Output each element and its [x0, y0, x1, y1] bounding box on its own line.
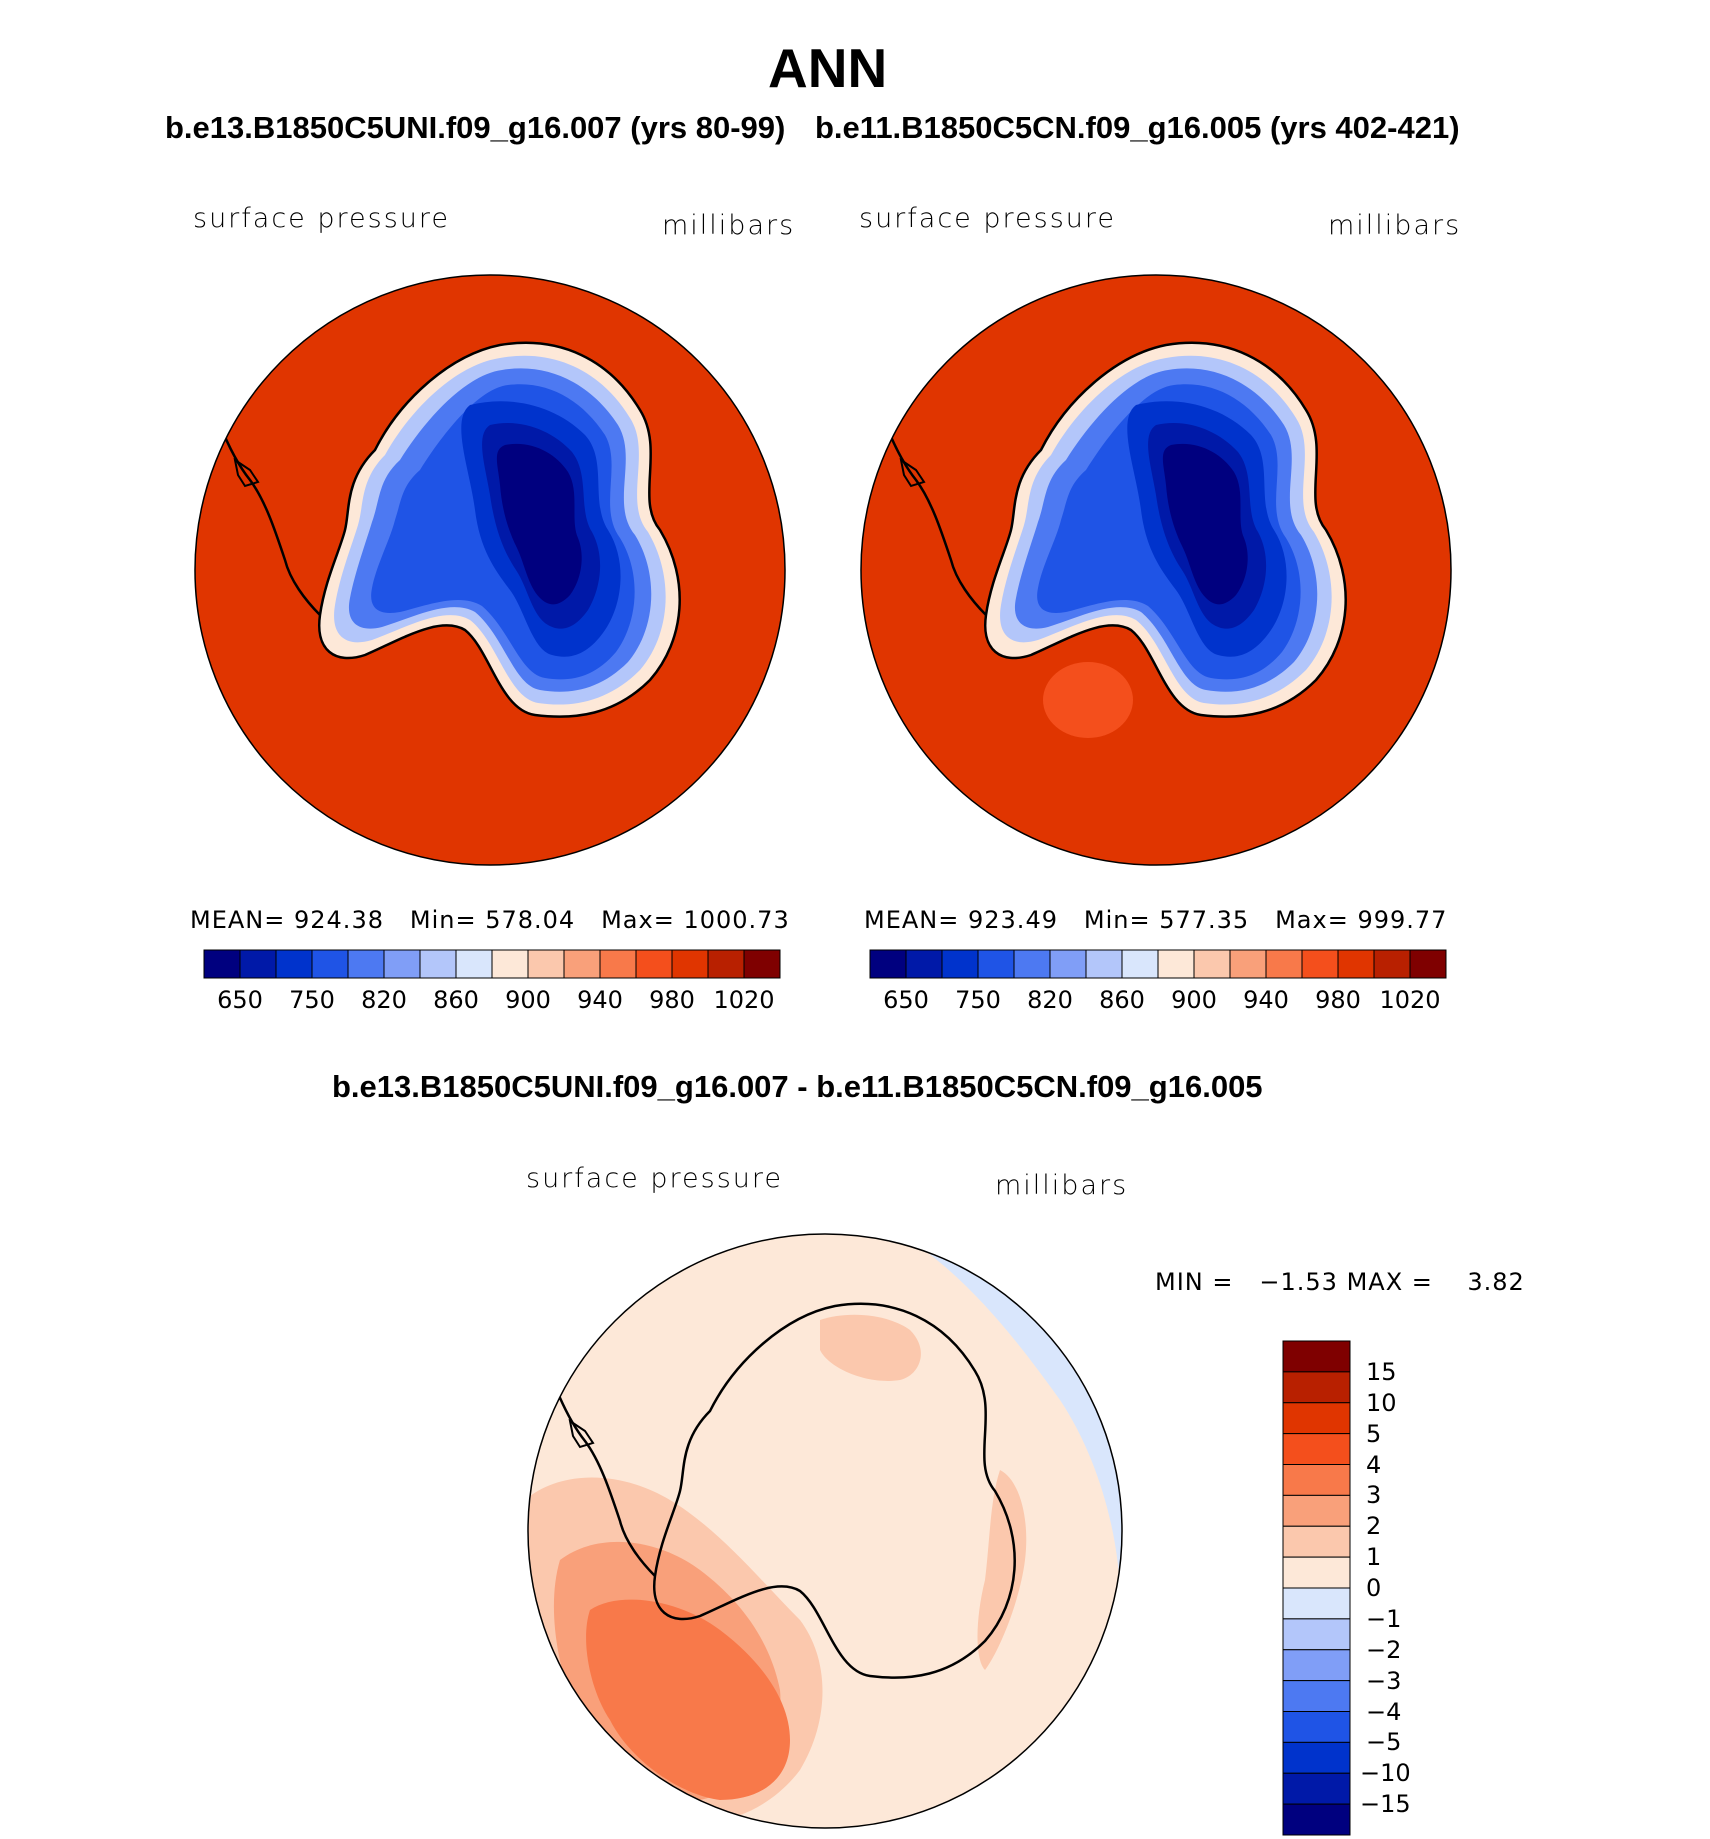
colorbar-swatch [1157, 949, 1195, 979]
colorbar-difference [1282, 1340, 1351, 1836]
colorbar-tick-label: 650 [217, 986, 263, 1014]
colorbar-tick-label: 1020 [713, 986, 775, 1014]
colorbar-swatch [707, 949, 745, 979]
colorbar-swatch [1282, 1340, 1351, 1373]
colorbar-swatch [527, 949, 565, 979]
colorbar-swatch [1373, 949, 1411, 979]
colorbar-swatch [1121, 949, 1159, 979]
colorbar-tick-label: 15 [1366, 1357, 1397, 1386]
colorbar-tick-label: 820 [1027, 986, 1073, 1014]
colorbar-swatch [869, 949, 907, 979]
colorbar-swatch [599, 949, 637, 979]
colorbar-swatch [1085, 949, 1123, 979]
colorbar-swatch [1282, 1680, 1351, 1712]
colorbar-swatch [1282, 1464, 1351, 1496]
colorbar-swatch [383, 949, 421, 979]
colorbar-swatch [1265, 949, 1303, 979]
colorbar-swatch [1282, 1587, 1351, 1620]
panel-2-units-label: millibars [1328, 210, 1462, 241]
colorbar-tick-label: −2 [1366, 1635, 1402, 1664]
colorbar-tick-label: 4 [1366, 1450, 1382, 1479]
colorbar-swatch [635, 949, 673, 979]
panel-2-variable-label: surface pressure [859, 203, 1116, 234]
colorbar-swatch [905, 949, 943, 979]
colorbar-swatch [1282, 1371, 1351, 1404]
colorbar-swatch [203, 949, 241, 979]
colorbar-tick-label: 5 [1366, 1419, 1382, 1448]
colorbar-tick-label: 750 [289, 986, 335, 1014]
colorbar-tick-label: 900 [505, 986, 551, 1014]
colorbar-tick-label: 980 [649, 986, 695, 1014]
colorbar-swatch [347, 949, 385, 979]
colorbar-swatch [1282, 1772, 1351, 1805]
colorbar-tick-label: 820 [361, 986, 407, 1014]
colorbar-tick-label: 0 [1366, 1574, 1382, 1602]
colorbar-swatch [1282, 1649, 1351, 1682]
colorbar-swatch [563, 949, 601, 979]
colorbar-tick-label: 1020 [1379, 986, 1441, 1014]
colorbar-swatch [311, 949, 349, 979]
colorbar-tick-label: 10 [1366, 1388, 1397, 1417]
panel-2-case-title: b.e11.B1850C5CN.f09_g16.005 (yrs 402-421… [815, 110, 1460, 145]
colorbar-swatch [977, 949, 1015, 979]
colorbar-swatch [1282, 1525, 1351, 1558]
panel-1-variable-label: surface pressure [193, 203, 450, 234]
colorbar-swatch [1282, 1711, 1351, 1743]
colorbar-swatch [1409, 949, 1447, 979]
colorbar-tick-label: 900 [1171, 986, 1217, 1014]
colorbar-tick-label: −15 [1360, 1790, 1411, 1819]
colorbar-swatch [1282, 1433, 1351, 1465]
colorbar-swatch [1282, 1556, 1351, 1589]
colorbar-tick-label: 940 [1243, 986, 1289, 1014]
panel-1-case-title: b.e13.B1850C5UNI.f09_g16.007 (yrs 80-99) [165, 110, 786, 145]
colorbar-swatch [671, 949, 709, 979]
colorbar-tick-label: −4 [1366, 1697, 1402, 1726]
colorbar-tick-label: 650 [883, 986, 929, 1014]
difference-min-max: MIN = −1.53 MAX = 3.82 [1155, 1268, 1525, 1296]
difference-units-label: millibars [995, 1170, 1129, 1201]
colorbar-tick-label: 2 [1366, 1512, 1382, 1541]
difference-title: b.e13.B1850C5UNI.f09_g16.007 - b.e11.B18… [332, 1069, 1263, 1104]
colorbar-swatch [743, 949, 781, 979]
colorbar-panel-2 [869, 949, 1447, 979]
colorbar-tick-label: −1 [1366, 1604, 1402, 1633]
colorbar-swatch [1282, 1741, 1351, 1774]
colorbar-swatch [1282, 1402, 1351, 1435]
difference-variable-label: surface pressure [526, 1163, 783, 1194]
colorbar-tick-label: 980 [1315, 986, 1361, 1014]
colorbar-swatch [275, 949, 313, 979]
colorbar-tick-label: 750 [955, 986, 1001, 1014]
colorbar-tick-label: −5 [1366, 1728, 1402, 1757]
colorbar-swatch [1282, 1803, 1351, 1836]
colorbar-swatch [1229, 949, 1267, 979]
panel-2-stats: MEAN= 923.49 Min= 577.35 Max= 999.77 [864, 906, 1448, 934]
colorbar-tick-label: 940 [577, 986, 623, 1014]
colorbar-swatch [419, 949, 457, 979]
colorbar-swatch [1282, 1618, 1351, 1651]
colorbar-swatch [1282, 1494, 1351, 1527]
page-title: ANN [768, 37, 888, 99]
colorbar-swatch [1013, 949, 1051, 979]
colorbar-tick-label: 1 [1366, 1543, 1382, 1572]
colorbar-tick-label: 860 [433, 986, 479, 1014]
colorbar-swatch [1049, 949, 1087, 979]
colorbar-swatch [1301, 949, 1339, 979]
colorbar-swatch [455, 949, 493, 979]
colorbar-swatch [941, 949, 979, 979]
map-panel-1 [195, 275, 785, 865]
colorbar-swatch [239, 949, 277, 979]
colorbar-swatch [1193, 949, 1231, 979]
panel-1-units-label: millibars [662, 210, 796, 241]
colorbar-tick-label: −3 [1366, 1666, 1402, 1695]
map-panel-2 [861, 275, 1451, 865]
colorbar-tick-label: −10 [1360, 1759, 1411, 1788]
colorbar-swatch [1337, 949, 1375, 979]
panel-1-stats: MEAN= 924.38 Min= 578.04 Max= 1000.73 [190, 906, 790, 934]
colorbar-panel-1 [203, 949, 781, 979]
colorbar-swatch [491, 949, 529, 979]
colorbar-tick-label: 860 [1099, 986, 1145, 1014]
colorbar-tick-label: 3 [1366, 1481, 1382, 1510]
map-panel-difference [528, 1234, 1122, 1828]
